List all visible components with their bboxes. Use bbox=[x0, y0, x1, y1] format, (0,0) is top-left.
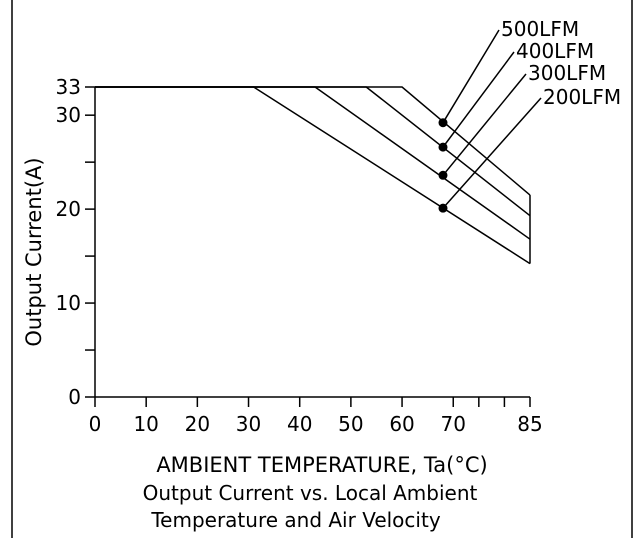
y-tick-label: 30 bbox=[56, 103, 81, 127]
legend-label-400lfm: 400LFM bbox=[516, 39, 594, 63]
legend-leader-200lfm bbox=[442, 97, 542, 209]
x-tick-label: 50 bbox=[338, 412, 363, 436]
legend-leader-400lfm bbox=[442, 51, 515, 148]
x-tick-label: 30 bbox=[236, 412, 261, 436]
series-line-200lfm bbox=[95, 86, 531, 265]
series-line-400lfm bbox=[95, 86, 531, 217]
legend-leader-500lfm bbox=[442, 29, 500, 124]
x-tick-label: 85 bbox=[517, 412, 542, 436]
axes bbox=[94, 87, 530, 398]
series-line-300lfm bbox=[95, 86, 531, 240]
y-tick-label: 20 bbox=[56, 197, 81, 221]
x-tick-label: 60 bbox=[389, 412, 414, 436]
series-lines bbox=[95, 86, 531, 265]
legend-label-200lfm: 200LFM bbox=[543, 85, 621, 109]
tick-labels: 0 10 20 30 40 50 60 70 85 0 10 20 30 33 bbox=[56, 75, 543, 436]
caption-line-1: Output Current vs. Local Ambient bbox=[143, 481, 478, 505]
x-tick-label: 10 bbox=[133, 412, 158, 436]
series-line-500lfm bbox=[95, 86, 531, 196]
y-tick-label: 10 bbox=[56, 291, 81, 315]
x-tick-label: 40 bbox=[287, 412, 312, 436]
legend-leader-300lfm bbox=[442, 73, 527, 176]
x-tick-label: 70 bbox=[441, 412, 466, 436]
y-tick-label: 0 bbox=[68, 385, 81, 409]
y-tick-label: 33 bbox=[56, 75, 81, 99]
legend-label-300lfm: 300LFM bbox=[528, 61, 606, 85]
caption-line-2: Temperature and Air Velocity bbox=[150, 508, 440, 532]
x-tick-label: 20 bbox=[185, 412, 210, 436]
ticks bbox=[85, 86, 531, 407]
y-axis-label: Output Current(A) bbox=[22, 157, 46, 346]
x-tick-label: 0 bbox=[89, 412, 102, 436]
legend-label-500lfm: 500LFM bbox=[501, 17, 579, 41]
x-axis-label: AMBIENT TEMPERATURE, Ta(°C) bbox=[156, 453, 487, 477]
